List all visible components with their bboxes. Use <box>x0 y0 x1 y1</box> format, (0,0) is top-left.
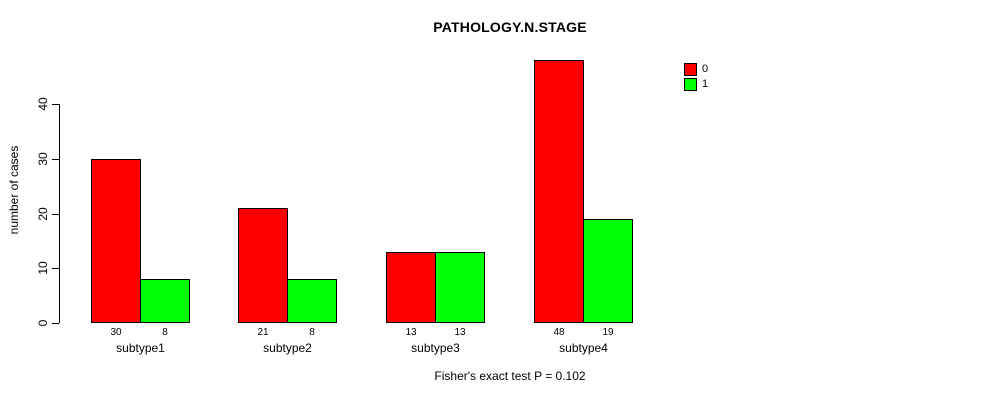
bar-subtype3-0 <box>386 252 436 323</box>
bar-value-label: 8 <box>162 327 168 338</box>
legend-label: 0 <box>702 63 709 75</box>
y-tick-label: 30 <box>36 152 50 166</box>
bar-subtype2-1 <box>287 279 337 323</box>
category-label-subtype4: subtype4 <box>559 341 608 355</box>
bar-value-label: 30 <box>110 327 122 338</box>
legend-swatch-red <box>684 63 697 76</box>
legend-item-1: 1 <box>684 78 708 91</box>
bar-subtype2-0 <box>238 208 288 323</box>
chart-title: PATHOLOGY.N.STAGE <box>433 19 587 35</box>
y-tick-label: 20 <box>36 207 50 221</box>
y-tick <box>52 104 59 105</box>
bar-value-label: 19 <box>602 327 614 338</box>
y-tick-label: 0 <box>36 319 50 327</box>
category-label-subtype3: subtype3 <box>411 341 460 355</box>
y-tick <box>52 323 59 324</box>
y-tick-label: 40 <box>36 97 50 111</box>
bar-subtype4-1 <box>583 219 633 323</box>
bar-value-label: 21 <box>257 327 269 338</box>
y-axis-label: number of cases <box>7 145 21 235</box>
bar-value-label: 48 <box>553 327 565 338</box>
y-tick-label: 10 <box>36 261 50 275</box>
legend-label: 1 <box>702 78 709 90</box>
bar-value-label: 13 <box>454 327 466 338</box>
category-label-subtype2: subtype2 <box>263 341 312 355</box>
bar-subtype4-0 <box>534 60 584 323</box>
bar-value-label: 8 <box>309 327 315 338</box>
legend-item-0: 0 <box>684 63 708 76</box>
bar-subtype3-1 <box>435 252 485 323</box>
bar-value-label: 13 <box>405 327 417 338</box>
y-axis-line <box>59 104 60 323</box>
y-tick <box>52 214 59 215</box>
y-tick <box>52 159 59 160</box>
y-tick <box>52 268 59 269</box>
bar-subtype1-1 <box>140 279 190 323</box>
legend-swatch-green <box>684 78 697 91</box>
bar-subtype1-0 <box>91 159 141 323</box>
annotation-text: Fisher's exact test P = 0.102 <box>434 369 586 383</box>
legend: 0 1 <box>684 63 708 91</box>
category-label-subtype1: subtype1 <box>116 341 165 355</box>
